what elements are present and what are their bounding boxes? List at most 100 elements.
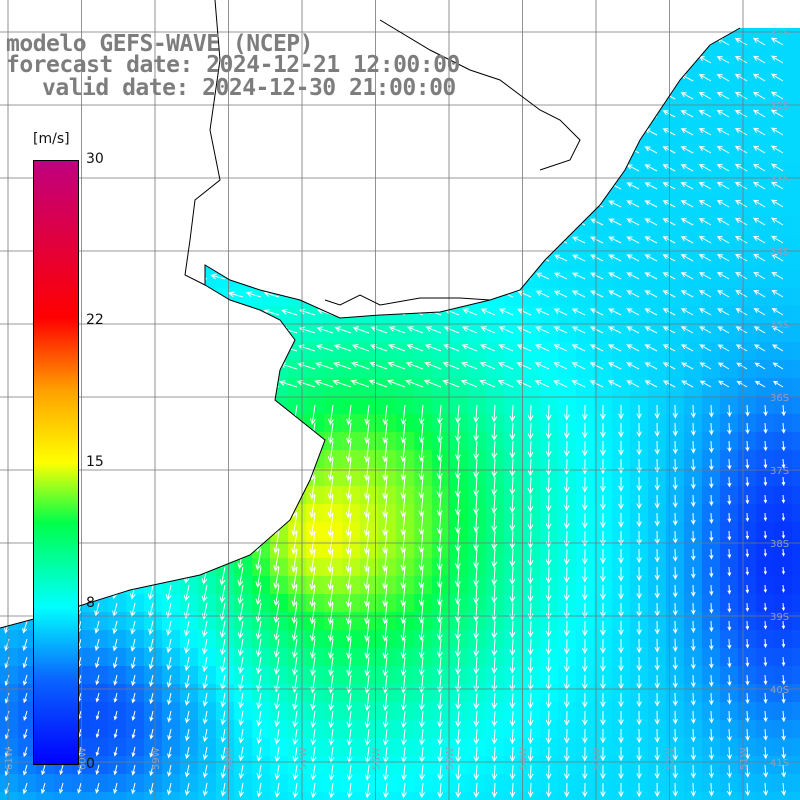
- wind-arrow: [481, 236, 496, 244]
- wind-arrow: [409, 111, 424, 118]
- speed-cell: [558, 378, 577, 397]
- wind-arrow: [267, 22, 280, 27]
- wind-arrow: [535, 218, 550, 226]
- speed-cell: [126, 270, 145, 289]
- wind-arrow: [156, 256, 172, 262]
- speed-cell: [198, 324, 217, 343]
- speed-cell: [234, 216, 253, 235]
- speed-cell: [720, 792, 739, 800]
- speed-cell: [126, 324, 145, 343]
- wind-arrow: [375, 4, 387, 9]
- speed-cell: [774, 54, 793, 73]
- speed-cell: [288, 306, 307, 325]
- speed-cell: [414, 378, 433, 397]
- speed-cell: [234, 342, 253, 361]
- speed-cell: [504, 108, 523, 127]
- speed-cell: [504, 180, 523, 199]
- wind-arrow: [373, 39, 388, 46]
- speed-cell: [342, 306, 361, 325]
- speed-cell: [414, 360, 433, 379]
- speed-cell: [468, 306, 487, 325]
- wind-arrow: [301, 111, 316, 118]
- speed-cell: [0, 414, 19, 433]
- wind-arrow: [121, 130, 136, 136]
- wind-arrow: [626, 128, 640, 136]
- speed-cell: [432, 270, 451, 289]
- speed-cell: [108, 468, 127, 487]
- wind-arrow: [84, 382, 100, 388]
- wind-arrow: [445, 165, 460, 172]
- wind-arrow: [156, 274, 172, 280]
- wind-arrow: [237, 476, 244, 497]
- wind-arrow: [147, 404, 154, 421]
- wind-arrow: [608, 56, 622, 64]
- speed-cell: [216, 522, 235, 541]
- speed-cell: [756, 198, 775, 217]
- speed-cell: [774, 162, 793, 181]
- speed-cell: [288, 378, 307, 397]
- wind-arrow: [201, 548, 208, 567]
- wind-arrow: [283, 183, 298, 190]
- speed-cell: [792, 486, 800, 505]
- wind-arrow: [219, 404, 226, 423]
- speed-cell: [198, 306, 217, 325]
- wind-arrow: [644, 56, 658, 64]
- wind-arrow: [553, 218, 568, 226]
- wind-arrow: [409, 147, 424, 154]
- wind-arrow: [339, 22, 351, 27]
- speed-cell: [486, 36, 505, 55]
- wind-arrow: [608, 164, 622, 172]
- speed-cell: [216, 180, 235, 199]
- speed-cell: [558, 198, 577, 217]
- speed-cell: [756, 144, 775, 163]
- speed-cell: [792, 666, 800, 685]
- speed-cell: [288, 180, 307, 199]
- speed-cell: [432, 792, 451, 800]
- wind-arrow: [201, 530, 208, 549]
- speed-cell: [504, 252, 523, 271]
- wind-arrow: [698, 128, 712, 136]
- speed-cell: [378, 270, 397, 289]
- wind-arrow: [339, 4, 351, 9]
- wind-arrow: [237, 458, 244, 479]
- wind-arrow: [499, 272, 514, 280]
- speed-cell: [0, 594, 19, 613]
- speed-cell: [792, 792, 800, 800]
- speed-cell: [648, 54, 667, 73]
- speed-cell: [108, 270, 127, 289]
- speed-cell: [684, 162, 703, 181]
- wind-arrow: [183, 548, 190, 567]
- wind-arrow: [754, 20, 765, 27]
- speed-cell: [792, 216, 800, 235]
- wind-arrow: [355, 201, 370, 208]
- wind-arrow: [481, 57, 496, 64]
- speed-cell: [468, 28, 487, 37]
- speed-cell: [774, 792, 793, 800]
- speed-cell: [162, 432, 181, 451]
- speed-cell: [648, 306, 667, 325]
- wind-arrow: [573, 3, 585, 9]
- speed-cell: [126, 792, 145, 800]
- speed-cell: [666, 360, 685, 379]
- lat-label: 33S: [770, 174, 789, 185]
- speed-cell: [180, 522, 199, 541]
- speed-cell: [216, 0, 235, 19]
- speed-cell: [414, 180, 433, 199]
- wind-arrow: [93, 494, 100, 510]
- wind-arrow: [183, 422, 190, 440]
- speed-cell: [774, 342, 793, 361]
- speed-cell: [90, 396, 109, 415]
- wind-arrow: [103, 130, 118, 136]
- speed-cell: [594, 180, 613, 199]
- speed-cell: [198, 342, 217, 361]
- lon-label: 51W: [739, 747, 750, 770]
- speed-cell: [666, 252, 685, 271]
- wind-arrow: [139, 202, 154, 208]
- speed-cell: [144, 342, 163, 361]
- speed-cell: [774, 144, 793, 163]
- speed-cell: [756, 324, 775, 343]
- speed-cell: [108, 126, 127, 145]
- speed-cell: [180, 504, 199, 523]
- speed-cell: [198, 468, 217, 487]
- wind-arrow: [445, 147, 460, 154]
